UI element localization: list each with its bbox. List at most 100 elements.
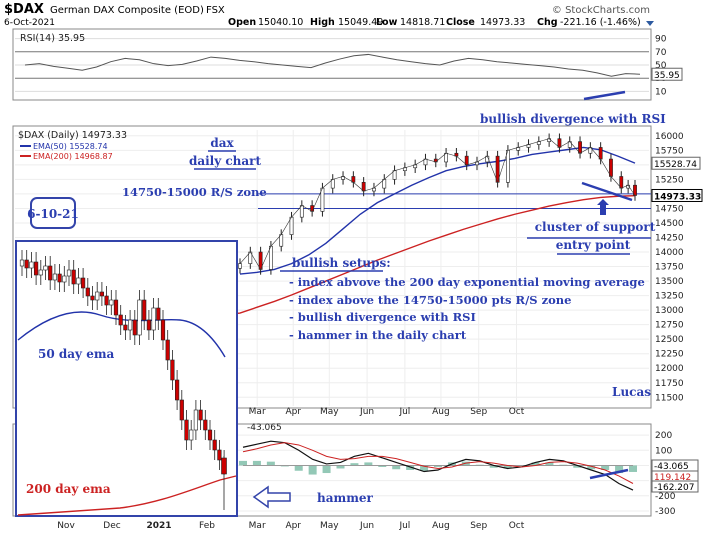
- price-tick-label: 11750: [655, 379, 684, 389]
- macd-histogram-bar: [322, 465, 331, 474]
- macd-tick-month: Jul: [398, 521, 410, 531]
- price-tick-month: May: [320, 407, 339, 417]
- inset-candle-body: [118, 314, 123, 326]
- inset-candle-body: [33, 261, 39, 276]
- inset-candle-body: [48, 265, 53, 281]
- price-tick-label: 16000: [655, 132, 684, 142]
- macd-histogram-bar: [294, 465, 303, 471]
- inset-ema50-label: 50 day ema: [38, 347, 115, 361]
- inset-candle-body: [160, 319, 166, 341]
- inset-candle-body: [212, 439, 217, 451]
- macd-tick-month: Oct: [509, 521, 525, 531]
- inset-layer: [17, 250, 237, 516]
- chg-value: -221.16 (-1.46%): [560, 17, 641, 28]
- inset-candle-body: [113, 299, 119, 316]
- chg-label: Chg: [537, 17, 558, 28]
- price-tick-month: Apr: [285, 407, 301, 417]
- candle-body: [320, 187, 325, 212]
- inset-candle-body: [132, 319, 137, 336]
- inset-candle-body: [146, 319, 152, 331]
- rsi-value-box: [651, 67, 683, 81]
- inset-candle-body: [104, 295, 109, 306]
- inset-tick-2021: 2021: [146, 521, 171, 531]
- inset-candle-body: [19, 259, 25, 267]
- macd-histogram-bar: [364, 462, 373, 466]
- candle-body: [289, 216, 294, 235]
- low-label: Low: [376, 17, 398, 28]
- macd-tick-month: May: [320, 521, 339, 531]
- dropdown-arrow-icon[interactable]: [646, 21, 654, 26]
- cluster-label-2: entry point: [556, 238, 631, 252]
- cluster-label-1: cluster of support: [535, 220, 656, 234]
- macd-histogram-bar: [489, 465, 498, 468]
- inset-candle-body: [156, 307, 161, 321]
- inset-candle-body: [66, 269, 72, 277]
- macd-histogram-bar: [615, 465, 624, 474]
- macd-tick-month: Aug: [432, 521, 450, 531]
- candle-body: [578, 141, 582, 154]
- price-tick-label: 12750: [655, 321, 684, 331]
- macd-histogram-bar: [531, 462, 540, 466]
- macd-title: -43.065: [247, 423, 282, 433]
- inset-candle-body: [95, 291, 100, 301]
- ema50-value-label: 15528.74: [654, 160, 697, 170]
- macd-histogram-bar: [350, 463, 359, 466]
- inset-ema200-line: [17, 475, 237, 516]
- price-tick-label: 13750: [655, 263, 684, 273]
- inset-candle-body: [207, 429, 213, 441]
- low-value: 14818.71: [400, 17, 445, 28]
- price-tick-label: 13000: [655, 306, 684, 316]
- ema50-line: [239, 146, 636, 275]
- price-tick-month: Sep: [470, 407, 487, 417]
- macd-value-label: -43.065: [654, 462, 689, 472]
- price-tick-label: 14500: [655, 219, 684, 229]
- inset-candle-body: [203, 419, 208, 431]
- open-value: 15040.10: [258, 17, 303, 28]
- inset-candle-body: [29, 261, 34, 269]
- inset-candle-body: [99, 291, 104, 297]
- inset-candle-body: [128, 319, 133, 331]
- inset-candle-body: [175, 379, 180, 401]
- macd-tick-month: Mar: [249, 521, 266, 531]
- price-tick-label: 12500: [655, 335, 684, 345]
- candle-body: [619, 176, 624, 189]
- inset-frame: [15, 240, 238, 517]
- date-box: [30, 197, 76, 229]
- rsi-tick-label: 70: [655, 48, 667, 58]
- candle-body: [238, 263, 242, 269]
- price-tick-label: 14750: [655, 204, 684, 214]
- setup-2: - index above the 14750-15000 pts R/S zo…: [289, 293, 571, 307]
- candle-body: [279, 234, 284, 247]
- macd-histogram-bar: [239, 460, 247, 466]
- macd-histogram-bar: [266, 461, 275, 466]
- macd-histogram-bar: [587, 465, 596, 470]
- candle-body: [609, 158, 613, 177]
- price-tick-month: Mar: [249, 407, 266, 417]
- setup-1: - index abvove the 200 day exponential m…: [289, 275, 645, 289]
- macd-tick-month: Apr: [285, 521, 301, 531]
- inset-ema200-label: 200 day ema: [26, 482, 111, 496]
- close-value-box: [651, 188, 703, 202]
- macd-value-label: -162.207: [654, 483, 694, 493]
- inset-candle-body: [76, 277, 81, 285]
- rsi-tick-label: 10: [655, 87, 667, 97]
- inset-chart: 50 day ema 200 day ema: [15, 240, 238, 517]
- macd-tick-month: Sep: [470, 521, 487, 531]
- dax-title-line2: daily chart: [189, 154, 262, 168]
- inset-tick-nov: Nov: [57, 521, 75, 531]
- close-label: Close: [446, 17, 475, 28]
- close-value: 14973.33: [480, 17, 525, 28]
- macd-histogram-bar: [434, 465, 442, 467]
- inset-tick-feb: Feb: [199, 521, 215, 531]
- macd-histogram-bar: [420, 465, 429, 471]
- inset-candle-body: [85, 287, 90, 297]
- index-name: German DAX Composite (EOD): [50, 5, 204, 16]
- price-tick-month: Aug: [432, 407, 450, 417]
- price-title: $DAX (Daily) 14973.33: [18, 130, 127, 141]
- macd-histogram-bar: [252, 460, 261, 466]
- rsi-line: [24, 53, 641, 77]
- macd-histogram-bar: [629, 465, 637, 472]
- price-tick-label: 15250: [655, 175, 684, 185]
- inset-candle-body: [43, 265, 48, 271]
